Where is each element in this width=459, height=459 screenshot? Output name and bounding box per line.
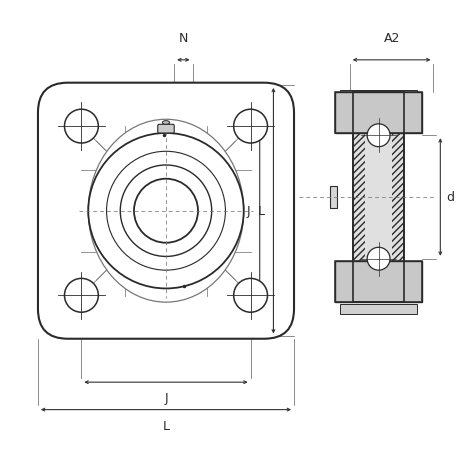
Ellipse shape	[88, 120, 243, 302]
FancyBboxPatch shape	[38, 84, 293, 339]
Circle shape	[64, 279, 98, 313]
Text: L: L	[257, 205, 264, 218]
Circle shape	[120, 166, 211, 257]
Bar	[392, 134, 403, 262]
FancyBboxPatch shape	[157, 125, 174, 134]
Circle shape	[233, 279, 267, 313]
Bar	[369, 131, 386, 141]
Circle shape	[88, 134, 243, 289]
Bar	[335, 93, 421, 134]
Bar	[369, 254, 386, 264]
Circle shape	[106, 152, 225, 270]
Text: J: J	[246, 205, 250, 218]
Bar	[335, 262, 421, 302]
Bar	[329, 186, 336, 209]
Bar	[335, 262, 421, 302]
Bar	[339, 90, 417, 100]
Circle shape	[134, 179, 197, 243]
Circle shape	[233, 110, 267, 144]
Bar	[339, 305, 417, 314]
Ellipse shape	[162, 121, 169, 125]
Text: A2: A2	[383, 32, 399, 45]
Bar	[353, 134, 364, 262]
Text: J: J	[164, 392, 168, 404]
Bar	[335, 262, 421, 302]
Circle shape	[64, 110, 98, 144]
Text: N: N	[178, 32, 188, 45]
Circle shape	[366, 124, 389, 147]
Bar	[335, 93, 421, 134]
Bar	[335, 93, 421, 134]
Bar	[353, 93, 403, 302]
Text: d: d	[445, 191, 453, 204]
Bar	[353, 93, 403, 302]
Text: L: L	[162, 419, 169, 432]
Circle shape	[366, 248, 389, 270]
